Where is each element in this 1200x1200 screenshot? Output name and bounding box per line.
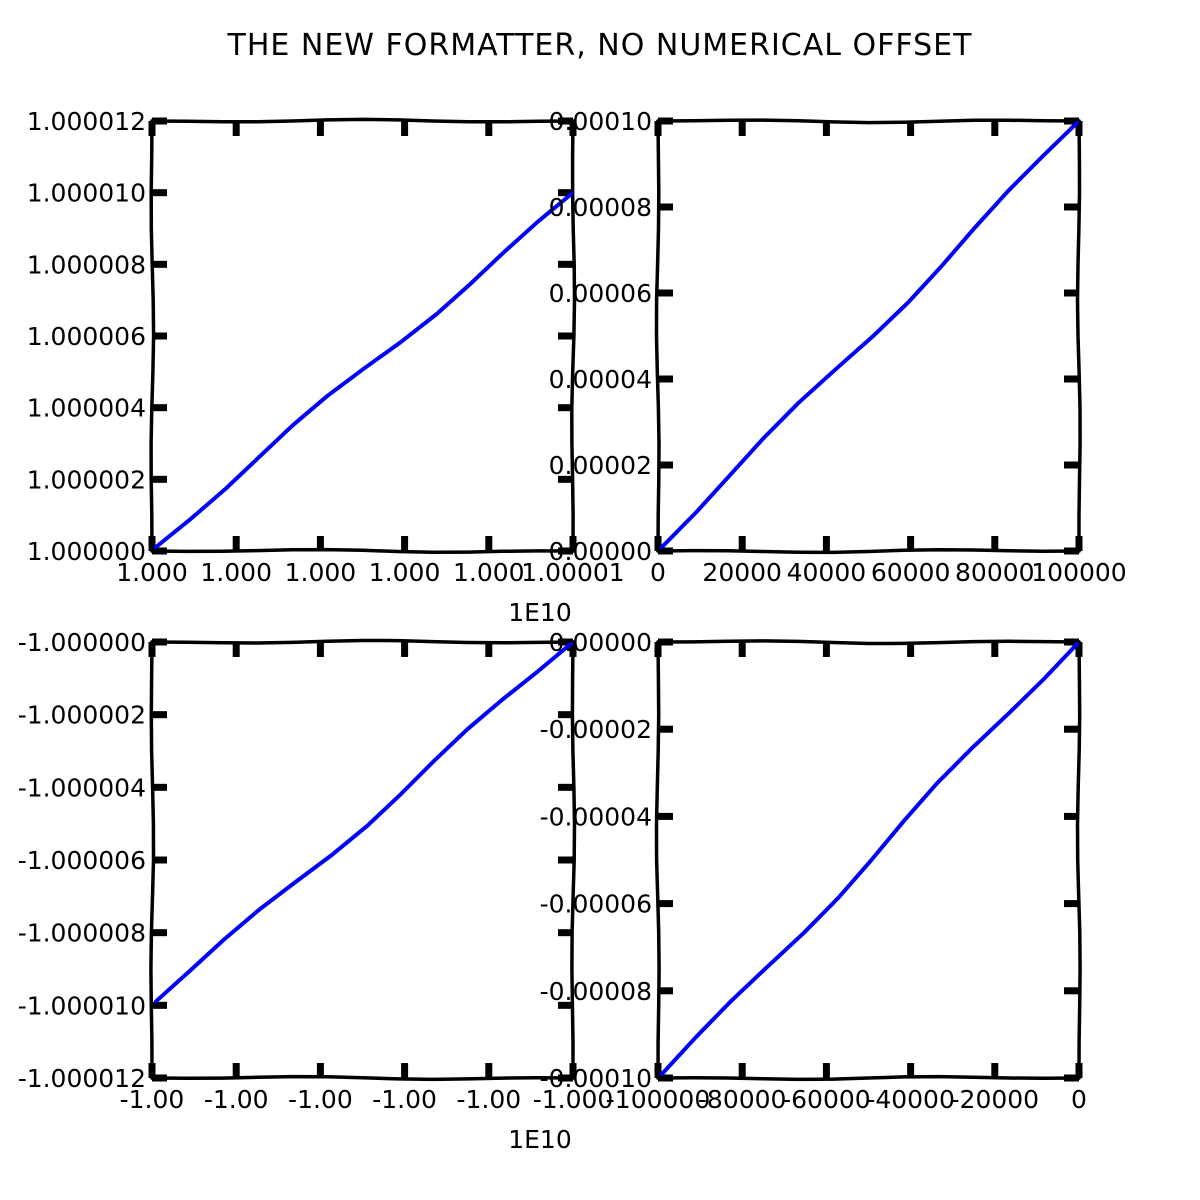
y-tick-label: 0.00004 <box>549 365 652 394</box>
x-tick-label: 1.000 <box>453 558 525 587</box>
spine-bottom <box>150 1074 575 1082</box>
spine-top <box>656 639 1081 646</box>
x-tick-label: 1.000 <box>369 558 441 587</box>
x-offset-label: 1E10 <box>508 1125 572 1154</box>
y-tick-label: -0.00002 <box>540 715 652 744</box>
x-tick-label: -1.00 <box>288 1085 353 1114</box>
y-tick-label: 0.00000 <box>549 628 652 657</box>
spine-top <box>150 117 575 124</box>
series-line <box>154 190 573 549</box>
series-line <box>154 642 573 1004</box>
spine-left <box>654 119 661 553</box>
figure-title: THE NEW FORMATTER, NO NUMERICAL OFFSET <box>227 28 973 63</box>
x-tick-label: 1.000 <box>200 558 272 587</box>
subplot-3: -1.00 -1.00 -1.00 -1.00 -1.00 -1.000 -1.000012… <box>18 628 614 1154</box>
y-tick-label: 1.000004 <box>27 394 146 423</box>
y-tick-label: -1.000004 <box>18 773 146 802</box>
x-tick-label: -80000 <box>698 1085 787 1114</box>
y-tick-label: 1.000002 <box>27 465 146 494</box>
y-tick-label: 1.000010 <box>27 179 146 208</box>
y-tick-label: -1.000010 <box>18 991 146 1020</box>
y-tick-label: 1.000000 <box>27 537 146 566</box>
series-line <box>660 642 1079 1076</box>
x-tick-label: 100000 <box>1031 558 1126 587</box>
spine-left <box>654 640 661 1080</box>
y-tick-label: -0.00004 <box>540 802 652 831</box>
y-tick-label: -1.000012 <box>18 1064 146 1093</box>
y-tick-label: -1.000006 <box>18 846 146 875</box>
x-tick-label: 1.000 <box>116 558 188 587</box>
y-tick-label: -1.000002 <box>18 701 146 730</box>
spine-right <box>1075 640 1082 1080</box>
y-tick-label: -0.00006 <box>540 890 652 919</box>
y-tick-label: 0.00008 <box>549 193 652 222</box>
x-tick-label: 1.00001 <box>521 558 624 587</box>
x-tick-label: 20000 <box>702 558 782 587</box>
y-tick-label: -1.000000 <box>18 628 146 657</box>
subplot-grid: 1.000 1.000 1.000 1.000 1.0001.000011.000000… <box>18 107 1127 1154</box>
x-tick-label: 1.000 <box>285 558 357 587</box>
x-offset-label: 1E10 <box>508 598 572 627</box>
x-tick-label: 0 <box>650 558 666 587</box>
series-line <box>660 121 1079 549</box>
x-tick-label: -1.00 <box>204 1085 269 1114</box>
y-tick-label: 1.000008 <box>27 250 146 279</box>
x-tick-label: -20000 <box>951 1085 1040 1114</box>
y-tick-label: 1.000006 <box>27 322 146 351</box>
spine-bottom <box>656 547 1081 555</box>
x-tick-label: -40000 <box>866 1085 955 1114</box>
spine-right <box>1075 119 1082 553</box>
y-tick-label: 0.00006 <box>549 279 652 308</box>
x-tick-label: 60000 <box>871 558 951 587</box>
subplot-4: -100000-80000-60000-40000-20000 0 -0.00010… <box>540 628 1087 1114</box>
spine-top <box>150 638 575 645</box>
spine-top <box>656 118 1081 125</box>
y-tick-label: -0.00008 <box>540 977 652 1006</box>
y-tick-label: 0.00010 <box>549 107 652 136</box>
x-tick-label: -100000 <box>606 1085 710 1114</box>
y-tick-label: -0.00010 <box>540 1064 652 1093</box>
subplot-1: 1.000 1.000 1.000 1.000 1.0001.000011.000000… <box>27 107 625 627</box>
y-tick-label: -1.000008 <box>18 919 146 948</box>
x-tick-label: -1.00 <box>456 1085 521 1114</box>
x-tick-label: 80000 <box>955 558 1035 587</box>
spine-bottom <box>656 1074 1081 1082</box>
y-tick-label: 0.00002 <box>549 451 652 480</box>
x-tick-label: 40000 <box>787 558 867 587</box>
x-tick-label: -1.00 <box>120 1085 185 1114</box>
x-tick-label: 0 <box>1071 1085 1087 1114</box>
spine-bottom <box>150 547 575 555</box>
y-tick-label: 0.00000 <box>549 537 652 566</box>
x-tick-label: -1.00 <box>372 1085 437 1114</box>
x-tick-label: -60000 <box>782 1085 871 1114</box>
y-tick-label: 1.000012 <box>27 107 146 136</box>
x-tick-label: -1.000 <box>533 1085 614 1114</box>
